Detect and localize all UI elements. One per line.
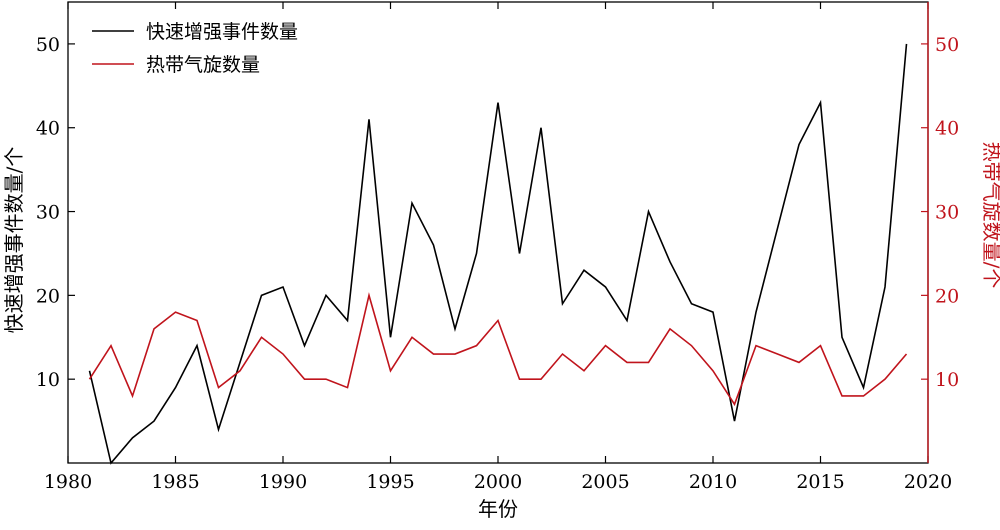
x-tick-label: 2000 bbox=[474, 471, 522, 493]
x-tick-label: 1995 bbox=[366, 471, 414, 493]
x-tick-label: 1985 bbox=[151, 471, 199, 493]
series-line-tropical-cyclones bbox=[88, 292, 908, 407]
x-axis-title: 年份 bbox=[478, 497, 518, 521]
x-tick-label: 2005 bbox=[581, 471, 629, 493]
right-y-tick-label: 20 bbox=[935, 285, 959, 307]
x-tick-label: 2015 bbox=[796, 471, 844, 493]
x-tick-label: 2020 bbox=[904, 471, 952, 493]
left-y-axis-ticks: 10 20 30 40 50 bbox=[36, 34, 75, 391]
left-y-tick-label: 30 bbox=[36, 202, 60, 224]
legend-label-tropical-cyclones: 热带气旋数量 bbox=[146, 54, 260, 76]
series-lines bbox=[88, 43, 908, 465]
left-y-axis-title: 快速增强事件数量/个 bbox=[2, 147, 26, 334]
left-y-tick-label: 20 bbox=[36, 285, 60, 307]
series-line-rapid-intensification bbox=[88, 43, 908, 465]
right-y-tick-label: 50 bbox=[935, 34, 959, 56]
legend: 快速增强事件数量 热带气旋数量 bbox=[92, 21, 298, 76]
x-tick-label: 1990 bbox=[259, 471, 307, 493]
x-tick-label: 2010 bbox=[689, 471, 737, 493]
right-y-tick-label: 10 bbox=[935, 369, 959, 391]
left-y-tick-label: 50 bbox=[36, 34, 60, 56]
left-y-tick-label: 10 bbox=[36, 369, 60, 391]
right-y-tick-label: 30 bbox=[935, 202, 959, 224]
left-y-tick-label: 40 bbox=[36, 118, 60, 140]
right-y-axis-ticks: 10 20 30 40 50 bbox=[921, 2, 959, 463]
right-y-tick-label: 40 bbox=[935, 118, 959, 140]
x-axis-ticks: 1980 1985 1990 1995 2000 2005 2010 2015 2020 bbox=[44, 2, 952, 493]
x-tick-label: 1980 bbox=[44, 471, 92, 493]
right-y-axis-title: 热带气旋数量/个 bbox=[980, 142, 1000, 289]
legend-label-rapid-intensification: 快速增强事件数量 bbox=[146, 21, 298, 43]
